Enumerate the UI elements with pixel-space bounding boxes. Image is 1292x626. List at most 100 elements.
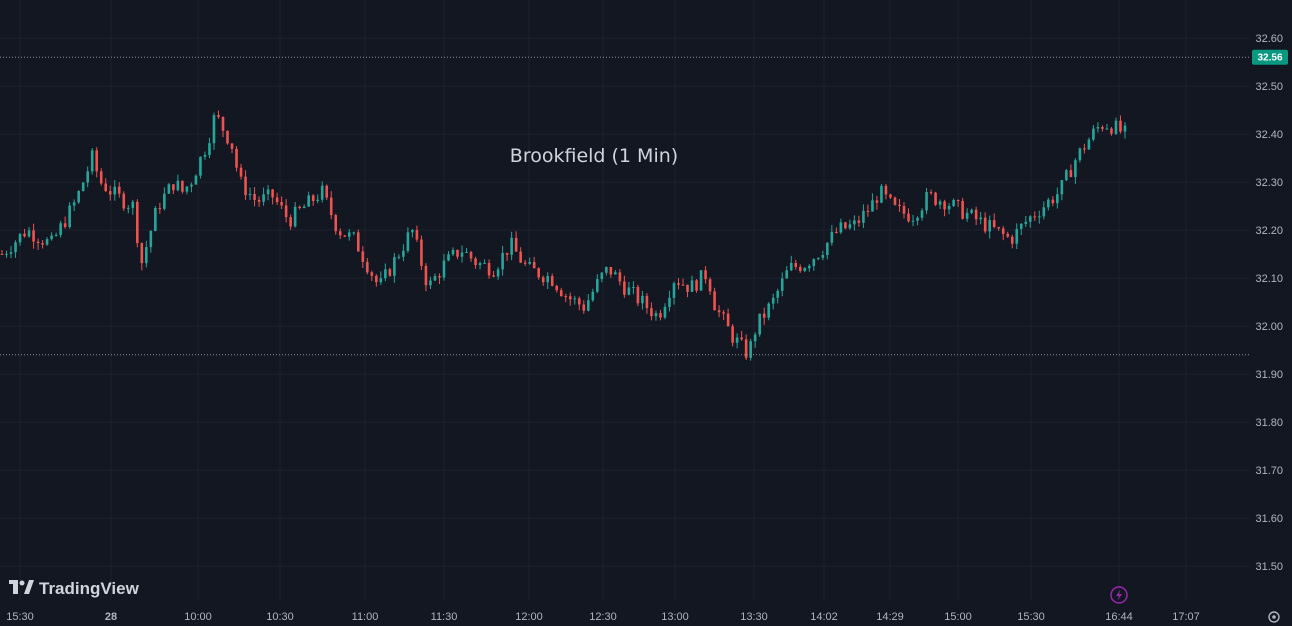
candle <box>271 188 274 205</box>
candle <box>45 237 49 246</box>
y-tick-label: 32.60 <box>1255 33 1283 45</box>
candle <box>708 277 712 295</box>
candle-body <box>397 256 401 258</box>
candle-body <box>875 200 879 203</box>
candle <box>618 269 622 286</box>
candle-body <box>375 275 378 283</box>
candle <box>956 199 960 207</box>
candle-body <box>411 230 414 233</box>
candle <box>203 151 207 160</box>
candle-body <box>559 290 563 297</box>
candle-body <box>546 276 550 283</box>
last-price-badge: 32.56 <box>1252 49 1288 65</box>
candle <box>528 257 531 265</box>
candle-body <box>212 115 216 144</box>
candle <box>726 308 730 327</box>
candle-body <box>898 204 901 207</box>
candle-body <box>298 206 301 209</box>
candle <box>320 181 324 203</box>
candle <box>244 170 247 200</box>
candle-body <box>758 313 761 335</box>
candle <box>614 269 617 275</box>
candle <box>1033 211 1037 221</box>
candle <box>627 281 631 296</box>
candle-body <box>514 237 518 252</box>
time-axis[interactable]: 15:30 28 10:00 10:30 11:00 11:30 12:00 12:30 13:… <box>6 611 1200 623</box>
candle <box>997 226 1001 231</box>
candle <box>370 270 374 282</box>
candle <box>695 279 698 293</box>
candle <box>208 137 211 159</box>
candle-body <box>442 260 446 278</box>
candle <box>853 215 856 231</box>
candle <box>338 228 342 240</box>
candle-body <box>483 262 486 264</box>
candle-body <box>126 207 130 209</box>
candle <box>934 191 937 207</box>
candle <box>154 206 157 232</box>
candle <box>384 263 387 282</box>
candle <box>807 263 811 272</box>
lightning-icon[interactable] <box>1110 586 1128 604</box>
candle <box>704 266 707 284</box>
tradingview-logo-text: TradingView <box>39 579 140 598</box>
candle <box>641 290 644 310</box>
candle <box>366 257 369 275</box>
candle-body <box>1065 170 1068 181</box>
candle-body <box>893 197 897 205</box>
candle-body <box>1001 228 1005 234</box>
candle-body <box>929 192 933 194</box>
reference-lines <box>0 56 1250 356</box>
candle <box>871 193 874 212</box>
candle-body <box>997 227 1001 229</box>
candle <box>316 194 319 204</box>
candle-body <box>1010 236 1014 244</box>
candle-body <box>582 304 586 311</box>
candle <box>438 273 441 285</box>
candle-body <box>789 262 793 271</box>
candle <box>983 212 987 234</box>
candle-body <box>1006 233 1010 237</box>
candle-body <box>871 200 874 212</box>
candle <box>1019 222 1023 236</box>
candle-body <box>36 241 40 244</box>
settings-icon[interactable] <box>1268 611 1280 623</box>
candle-body <box>95 150 99 172</box>
candle <box>523 259 527 266</box>
candle <box>212 112 216 150</box>
candle-body <box>740 337 743 340</box>
x-tick-label: 15:30 <box>1017 611 1045 623</box>
candle-body <box>889 194 892 198</box>
candle <box>632 281 635 295</box>
candle-body <box>650 308 653 317</box>
candle <box>230 143 234 154</box>
candle-body <box>600 272 604 280</box>
candle <box>18 233 22 246</box>
candle-body <box>857 220 861 223</box>
y-tick-label: 32.30 <box>1255 177 1283 189</box>
candle-body <box>839 222 843 233</box>
candle-body <box>235 148 238 168</box>
price-axis[interactable]: 32.60 32.50 32.40 32.30 32.20 32.10 32.00 31.90… <box>1255 33 1283 573</box>
candle <box>898 198 901 212</box>
candle <box>884 183 888 200</box>
candle-body <box>154 207 157 231</box>
candle-body <box>537 268 540 278</box>
candle-body <box>27 230 31 237</box>
candle <box>591 288 595 302</box>
candle-body <box>1033 216 1037 218</box>
candle <box>609 266 613 278</box>
tradingview-logo[interactable]: TradingView <box>9 579 140 598</box>
candle-body <box>659 313 662 318</box>
candle <box>424 263 428 292</box>
candle-body <box>361 251 365 262</box>
y-tick-label: 31.60 <box>1255 513 1283 525</box>
candle <box>623 275 626 298</box>
candle <box>713 287 716 311</box>
candle-body <box>807 265 811 269</box>
candle-body <box>780 278 784 291</box>
candle-body <box>866 210 870 212</box>
candle-body <box>14 242 17 253</box>
candle-body <box>605 266 608 273</box>
